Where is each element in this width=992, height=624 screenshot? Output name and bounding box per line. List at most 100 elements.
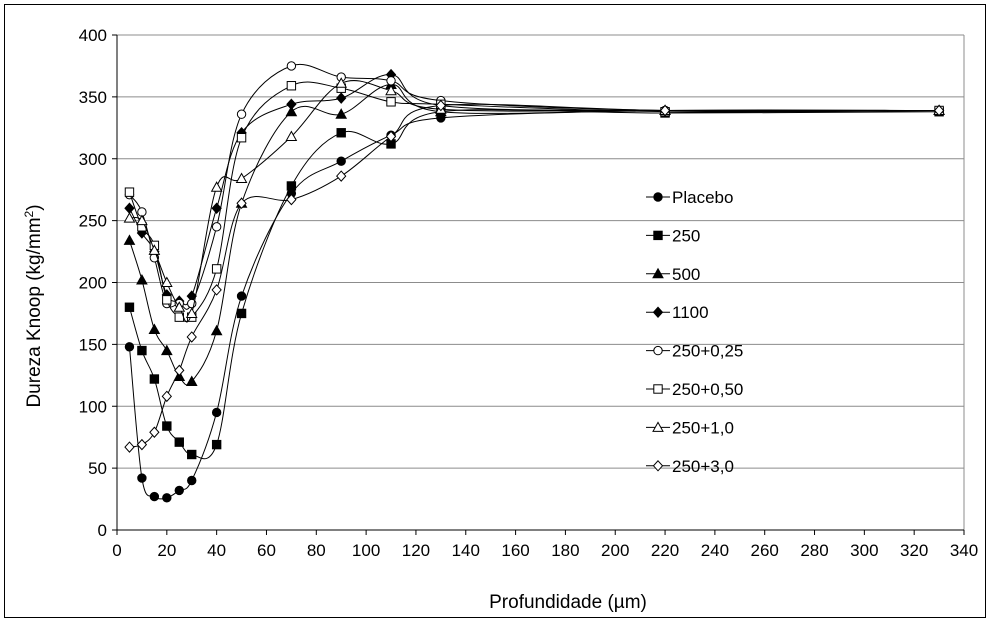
data-point — [161, 390, 172, 403]
legend-item: 250 — [646, 226, 700, 245]
x-axis-label: Profundidade (µm) — [489, 592, 647, 613]
data-point — [211, 439, 222, 450]
data-point — [435, 99, 447, 112]
legend-swatch-marker — [653, 384, 663, 394]
legend-item: 500 — [646, 265, 700, 284]
x-tick-label: 60 — [257, 541, 276, 560]
data-point — [336, 92, 347, 104]
data-point — [211, 222, 222, 232]
legend-swatch-marker — [653, 230, 663, 241]
data-point — [124, 342, 135, 352]
legend-item: 250+3,0 — [646, 457, 734, 476]
data-point — [211, 284, 222, 296]
data-point — [123, 212, 136, 223]
y-tick-label: 0 — [98, 521, 107, 540]
x-tick-label: 260 — [751, 541, 779, 560]
data-point — [210, 181, 223, 192]
series-line — [128, 81, 940, 323]
x-tick-label: 20 — [157, 541, 176, 560]
data-point — [187, 475, 197, 486]
data-point — [286, 61, 297, 71]
x-tick-label: 220 — [651, 541, 679, 560]
data-point — [211, 407, 222, 418]
series-line — [129, 103, 940, 448]
data-point — [174, 485, 184, 496]
series-line — [128, 83, 940, 386]
legend-label: 250+0,50 — [672, 380, 743, 399]
legend-item: 1100 — [646, 303, 709, 322]
data-point — [136, 438, 148, 451]
legend-item: 250+1,0 — [646, 418, 734, 437]
data-point — [162, 295, 172, 305]
x-tick-label: 280 — [800, 541, 828, 560]
y-tick-label: 300 — [79, 150, 107, 169]
y-tick-label: 50 — [88, 459, 107, 478]
y-tick-label: 350 — [79, 88, 107, 107]
legend-item: 250+0,50 — [646, 380, 743, 399]
legend-item: Placebo — [646, 188, 733, 207]
series-Placebo — [124, 105, 944, 503]
data-point — [185, 307, 198, 318]
data-point — [336, 156, 346, 166]
x-tick-label: 80 — [307, 541, 326, 560]
data-point — [174, 437, 184, 447]
data-point — [124, 302, 135, 312]
legend-label: 1100 — [672, 303, 709, 322]
y-tick-label: 400 — [79, 26, 107, 45]
data-point — [211, 202, 222, 214]
series-250+0,50 — [124, 81, 944, 323]
data-point — [236, 308, 247, 319]
data-point — [162, 421, 172, 431]
series-line — [129, 80, 940, 323]
x-tick-label: 40 — [207, 541, 226, 560]
x-tick-label: 140 — [452, 541, 480, 560]
data-point — [336, 128, 346, 138]
data-point — [286, 98, 297, 111]
data-point — [123, 234, 136, 245]
series-line — [128, 109, 940, 500]
legend-swatch-marker — [653, 192, 663, 202]
data-point — [335, 77, 348, 88]
data-point — [124, 441, 135, 453]
gridlines — [117, 34, 964, 469]
data-point — [137, 473, 147, 483]
x-tick-label: 0 — [112, 541, 121, 560]
data-point — [160, 276, 173, 287]
data-point — [385, 84, 397, 96]
x-tick-label: 320 — [900, 541, 928, 560]
x-tick-label: 120 — [402, 541, 430, 560]
data-point — [124, 202, 135, 214]
legend: Placebo 250 500 1100 250+0,25 250+0,50 250+1,0… — [646, 188, 743, 476]
data-point — [160, 344, 173, 356]
legend-swatch-marker — [652, 421, 664, 432]
data-point — [236, 133, 247, 143]
data-point — [149, 374, 160, 384]
y-tick-labels: 0 50 100 150 200 250 300 350 400 — [79, 26, 107, 540]
data-point — [210, 324, 223, 336]
data-point — [386, 76, 396, 86]
legend-label: Placebo — [672, 188, 733, 207]
data-point — [933, 104, 945, 117]
y-axis-label-main: Dureza Knoop (kg/mm — [24, 217, 45, 407]
data-point — [148, 244, 161, 255]
legend-swatch-marker — [652, 306, 664, 318]
x-tick-label: 200 — [601, 541, 629, 560]
legend-label: 250 — [672, 226, 700, 245]
data-point — [148, 323, 161, 335]
x-tick-labels: 0 20 40 60 80 100 120 140 160 180 200 220 240 260 280 3… — [112, 541, 978, 560]
axes — [112, 34, 965, 535]
data-point — [136, 273, 148, 285]
data-point — [149, 426, 160, 438]
y-tick-label: 250 — [79, 212, 107, 231]
legend-swatch-marker — [653, 345, 663, 356]
y-axis-label-superscript: 2 — [22, 210, 36, 217]
legend-item: 250+0,25 — [646, 342, 743, 361]
data-point — [386, 97, 396, 107]
data-point — [124, 187, 135, 197]
data-point — [285, 130, 298, 141]
series-line — [129, 63, 940, 310]
x-tick-label: 180 — [551, 541, 579, 560]
data-point — [186, 331, 197, 343]
data-point — [335, 108, 348, 119]
